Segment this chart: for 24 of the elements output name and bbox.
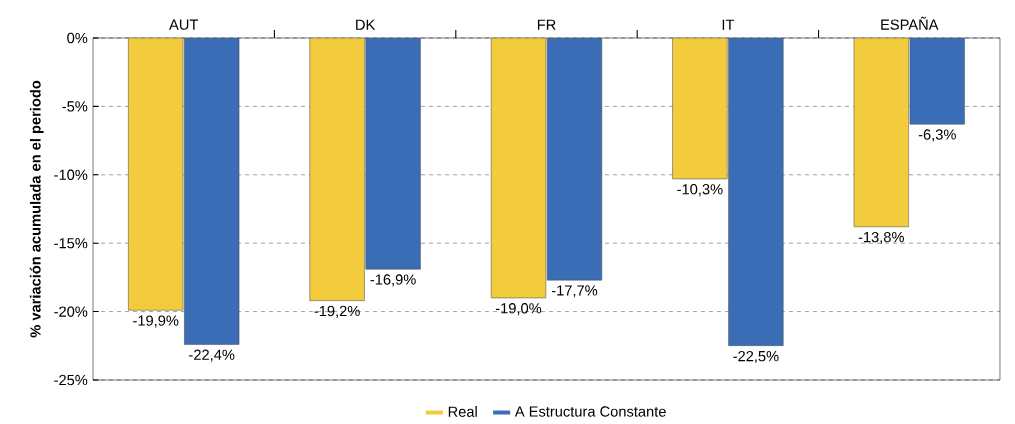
y-tick-label: 0% — [67, 32, 88, 44]
legend-label: Real — [448, 405, 477, 417]
y-tick-label: -5% — [62, 101, 88, 112]
data-label: -19,0% — [495, 302, 542, 316]
x-tick-label: ESPAÑA — [881, 16, 939, 30]
x-tick-label: FR — [537, 19, 556, 30]
y-tick-label: -20% — [54, 306, 88, 317]
legend-label: A Estructura Constante — [514, 406, 666, 417]
data-label: -22,4% — [189, 349, 235, 362]
y-tick-label: -25% — [54, 374, 88, 386]
data-label: -19,9% — [133, 315, 179, 328]
data-label: -17,7% — [551, 285, 598, 298]
data-label: -6,3% — [918, 129, 956, 142]
data-label: -19,2% — [314, 305, 360, 318]
data-label: -10,3% — [677, 183, 723, 197]
x-tick-label: DK — [356, 19, 376, 30]
y-tick-label: -10% — [54, 169, 88, 180]
data-label: -16,9% — [370, 274, 416, 287]
data-label: -13,8% — [858, 231, 904, 244]
y-axis-title: % variación acumulada en el periodo — [29, 80, 44, 338]
data-label: -22,5% — [733, 350, 779, 363]
x-tick-label: IT — [722, 19, 735, 30]
x-tick-label: AUT — [169, 19, 199, 30]
y-tick-label: -15% — [54, 237, 88, 249]
